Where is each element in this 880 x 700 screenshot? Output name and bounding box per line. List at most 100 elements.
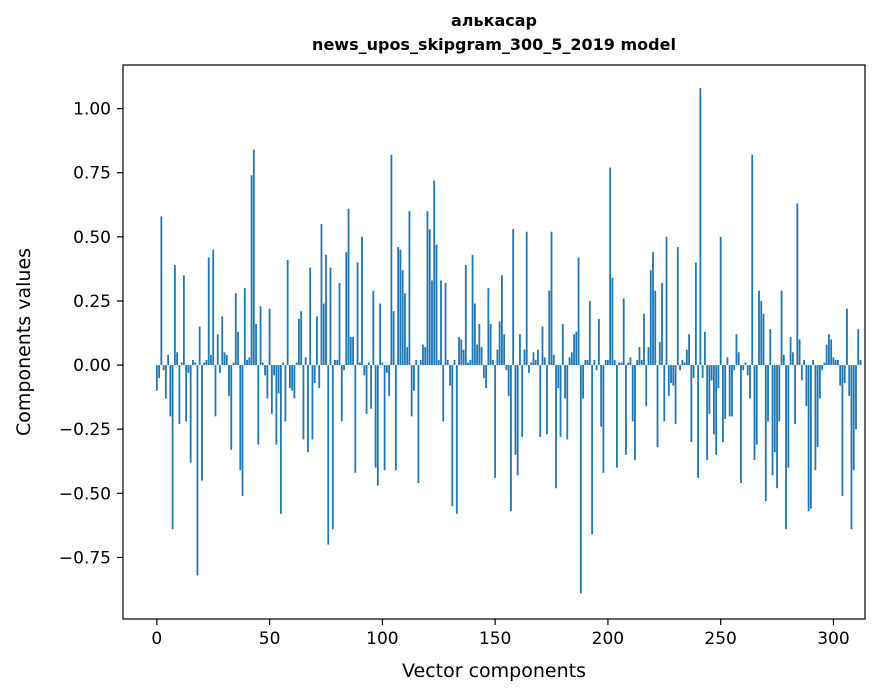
bar bbox=[588, 300, 591, 366]
bar bbox=[665, 236, 668, 366]
bar bbox=[744, 362, 747, 366]
bar bbox=[523, 349, 526, 366]
bar bbox=[852, 365, 855, 471]
y-tick-label: 1.00 bbox=[73, 100, 111, 120]
bar bbox=[205, 359, 208, 366]
bar bbox=[158, 365, 160, 378]
bar bbox=[214, 365, 217, 417]
bar bbox=[182, 275, 185, 366]
bar bbox=[225, 354, 228, 366]
bar bbox=[566, 365, 569, 440]
bar bbox=[275, 365, 278, 445]
bar bbox=[548, 290, 551, 366]
bar bbox=[496, 349, 499, 366]
bar bbox=[336, 359, 339, 366]
bar bbox=[530, 362, 533, 366]
bar bbox=[354, 365, 357, 473]
bar bbox=[210, 354, 212, 366]
bar bbox=[818, 365, 821, 399]
bar bbox=[379, 303, 382, 366]
bar bbox=[471, 254, 474, 366]
bar bbox=[773, 365, 776, 453]
bar bbox=[647, 347, 650, 366]
bar bbox=[688, 334, 690, 366]
bar bbox=[250, 175, 253, 366]
bar bbox=[733, 365, 736, 371]
bar bbox=[516, 365, 519, 476]
bar bbox=[855, 365, 857, 430]
bar bbox=[568, 357, 571, 366]
bar bbox=[316, 316, 318, 366]
bar bbox=[304, 357, 307, 366]
bar bbox=[334, 359, 336, 366]
bar bbox=[327, 365, 330, 545]
bar bbox=[370, 365, 372, 409]
bar bbox=[658, 342, 661, 366]
bar bbox=[451, 365, 454, 507]
bar bbox=[422, 344, 424, 366]
bar bbox=[176, 352, 179, 366]
bar bbox=[577, 257, 580, 366]
bar bbox=[372, 290, 375, 366]
bar bbox=[683, 362, 686, 366]
bar bbox=[796, 203, 799, 366]
bar bbox=[528, 365, 530, 373]
x-tick-label: 150 bbox=[479, 629, 511, 649]
bar bbox=[859, 359, 862, 366]
bar bbox=[543, 357, 546, 366]
bar bbox=[782, 354, 785, 366]
bar bbox=[413, 365, 415, 391]
bar bbox=[325, 254, 327, 366]
bar bbox=[201, 365, 203, 481]
bar bbox=[591, 365, 594, 535]
bar bbox=[261, 362, 264, 366]
bar bbox=[597, 318, 600, 366]
bar bbox=[708, 365, 711, 414]
x-tick-label: 0 bbox=[151, 629, 162, 649]
bar bbox=[667, 365, 670, 396]
x-tick-label: 300 bbox=[817, 629, 849, 649]
bar bbox=[834, 359, 837, 366]
bar bbox=[841, 365, 844, 496]
bar bbox=[356, 262, 359, 366]
bar bbox=[440, 280, 442, 366]
bar bbox=[719, 236, 722, 366]
bar bbox=[828, 334, 830, 366]
bar bbox=[503, 334, 506, 366]
bar bbox=[311, 365, 314, 440]
bar bbox=[631, 365, 634, 422]
bar bbox=[715, 365, 718, 455]
bar bbox=[685, 349, 688, 366]
bar bbox=[257, 365, 260, 445]
bar bbox=[196, 365, 199, 576]
bar bbox=[173, 265, 176, 366]
bar bbox=[643, 313, 645, 366]
bar bbox=[663, 365, 666, 422]
bar bbox=[198, 326, 201, 366]
bar bbox=[397, 247, 400, 366]
bar bbox=[234, 293, 237, 366]
y-tick-label: 0.50 bbox=[73, 228, 111, 248]
bar bbox=[823, 362, 826, 366]
bar bbox=[726, 357, 729, 366]
bar bbox=[485, 365, 488, 389]
y-tick-label: −0.50 bbox=[59, 484, 111, 504]
bar bbox=[424, 347, 427, 366]
bar bbox=[600, 365, 603, 427]
bar bbox=[426, 211, 429, 366]
bar bbox=[832, 357, 835, 366]
bar bbox=[419, 359, 422, 366]
bar bbox=[512, 229, 515, 366]
bar bbox=[821, 365, 824, 371]
bar bbox=[444, 283, 447, 366]
bar bbox=[365, 365, 368, 414]
chart-subtitle: news_upos_skipgram_300_5_2019 model bbox=[312, 35, 676, 54]
bar bbox=[410, 365, 413, 417]
bar bbox=[595, 365, 598, 371]
bar bbox=[349, 336, 352, 366]
bar bbox=[241, 365, 244, 496]
bar bbox=[162, 365, 165, 371]
bar bbox=[167, 354, 170, 366]
